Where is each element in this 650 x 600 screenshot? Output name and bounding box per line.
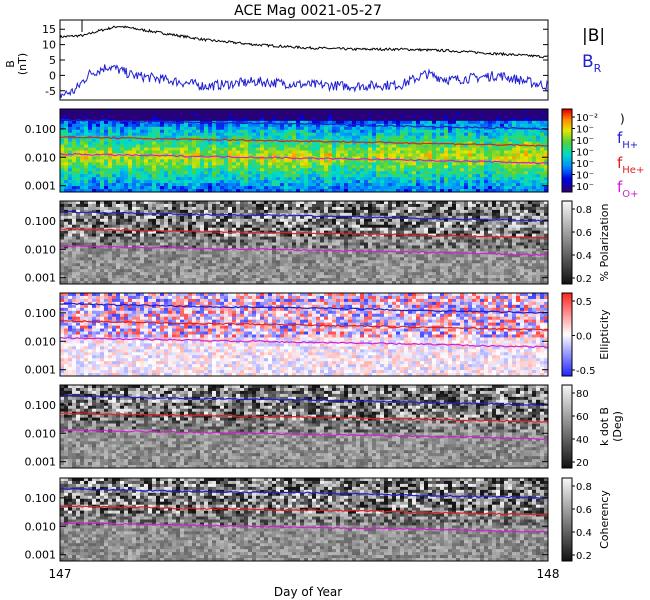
colorbar-paren: ) xyxy=(620,112,625,126)
colorbar-tick-label: 10⁻ xyxy=(576,148,594,159)
panel-polarization: 0.100 0.010 0.001 0.8 0.6 0.4 0.2 % Polarizatio… xyxy=(25,200,611,285)
series-br-line xyxy=(60,64,548,99)
freq-tick-label: 0.100 xyxy=(25,399,57,412)
colorbar-tick-label: 0.4 xyxy=(576,528,592,539)
panel-coherency-colorbar: 0.8 0.6 0.4 0.2 Coherency xyxy=(561,477,611,562)
colorbar-tick-label: 80 xyxy=(576,389,589,400)
line-panel-frame xyxy=(59,19,549,101)
colorbar-label: Ellipticity xyxy=(598,309,611,360)
panel-power-colorbar: 10⁻²10⁻10⁻10⁻10⁻10⁻10⁻) xyxy=(561,108,625,193)
panel-polarization-fhe-line xyxy=(59,227,549,240)
colorbar-label: % Polarization xyxy=(598,204,611,282)
panel-power-fo-line xyxy=(59,152,549,165)
freq-tick-label: 0.001 xyxy=(25,272,57,285)
x-tick-label: 147 xyxy=(49,567,72,581)
colorbar-tick-label: 10⁻ xyxy=(576,136,594,147)
panel-coherency-frame xyxy=(59,477,549,562)
line-panel-ytick-label: 10 xyxy=(42,39,56,52)
freq-tick-label: 0.100 xyxy=(25,215,57,228)
colorbar-tick-label: 10⁻² xyxy=(576,113,598,124)
colorbar-tick-label: 0.8 xyxy=(576,482,592,493)
panel-coherency: 0.100 0.010 0.001 0.8 0.6 0.4 0.2 Coherency xyxy=(25,477,611,562)
legend-br: BR xyxy=(582,52,602,75)
freq-tick-label: 0.001 xyxy=(25,364,57,377)
panel-power-fh-line xyxy=(59,118,549,131)
panel-polarization-frame xyxy=(59,200,549,285)
line-panel-ytick-label: -5 xyxy=(45,85,56,98)
colorbar-tick-label: 20 xyxy=(576,458,589,469)
colorbar-tick-label: 0.0 xyxy=(576,332,592,343)
colorbar-tick-label: -0.5 xyxy=(576,366,596,377)
freq-tick-label: 0.001 xyxy=(25,549,57,562)
colorbar-label: k dot B xyxy=(598,407,611,446)
line-panel-ytick-label: 0 xyxy=(49,69,56,82)
panel-kdotb-fo-line xyxy=(59,429,549,441)
colorbar-label: Coherency xyxy=(598,490,611,549)
panel-coherency-image xyxy=(60,478,549,562)
colorbar-tick-label: 10⁻ xyxy=(576,182,594,193)
colorbar-tick-label: 0.6 xyxy=(576,505,592,516)
colorbar-label-unit: (Deg) xyxy=(611,411,624,442)
freq-tick-label: 0.010 xyxy=(25,335,57,348)
panel-polarization-image xyxy=(60,201,549,285)
freq-tick-label: 0.100 xyxy=(25,123,57,136)
legend-fo: fO+ xyxy=(617,178,639,200)
colorbar-tick-label: 10⁻ xyxy=(576,171,594,182)
colorbar-tick-label: 0.8 xyxy=(576,205,592,216)
panel-polarization-fo-line xyxy=(59,245,549,257)
panel-ellipticity-fh-line xyxy=(59,302,549,314)
colorbar-tick-label: 0.5 xyxy=(576,297,592,308)
freq-tick-label: 0.100 xyxy=(25,492,57,505)
series-bmag-line xyxy=(60,25,548,59)
panel-ellipticity-frame xyxy=(59,292,549,377)
line-panel-yunit: (nT) xyxy=(16,53,29,75)
line-panel-ytick-label: 15 xyxy=(42,23,56,36)
freq-tick-label: 0.001 xyxy=(25,456,57,469)
panel-ellipticity-fo-line xyxy=(59,337,549,349)
panel-kdotb-fh-line xyxy=(59,394,549,407)
legend-fh: fH+ xyxy=(617,129,638,151)
panel-kdotb: 0.100 0.010 0.001 80 60 40 20 k dot B (Deg) xyxy=(25,384,624,469)
colorbar-tick-label: 10⁻ xyxy=(576,159,594,170)
panel-ellipticity-image xyxy=(60,293,549,377)
legend-bmag: |B| xyxy=(582,26,605,46)
chart-title: ACE Mag 0021-05-27 xyxy=(234,3,382,19)
freq-tick-label: 0.010 xyxy=(25,151,57,164)
panel-power-fhe-line xyxy=(59,135,549,147)
panel-coherency-fhe-line xyxy=(59,504,549,517)
panel-kdotb-fhe-line xyxy=(59,411,549,424)
colorbar-tick-label: 0.4 xyxy=(576,251,592,262)
panel-kdotb-frame xyxy=(59,384,549,469)
colorbar-tick-label: 0.2 xyxy=(576,551,592,562)
colorbar-tick-label: 0.2 xyxy=(576,274,592,285)
freq-tick-label: 0.100 xyxy=(25,307,57,320)
colorbar-tick-label: 40 xyxy=(576,435,589,446)
panel-kdotb-colorbar: 80 60 40 20 k dot B (Deg) xyxy=(561,384,624,469)
line-panel-ytick-label: 5 xyxy=(49,54,56,67)
panel-polarization-fh-line xyxy=(59,210,549,222)
freq-tick-label: 0.010 xyxy=(25,243,57,256)
panel-coherency-fh-line xyxy=(59,487,549,500)
panel-ellipticity-fhe-line xyxy=(59,319,549,331)
legend-fhe: fHe+ xyxy=(617,154,644,176)
x-tick-label: 148 xyxy=(537,567,560,581)
x-axis-label: Day of Year xyxy=(274,585,342,599)
freq-tick-label: 0.010 xyxy=(25,520,57,533)
colorbar-tick-label: 0.6 xyxy=(576,228,592,239)
freq-tick-label: 0.001 xyxy=(25,180,57,193)
colorbar-tick-label: 60 xyxy=(576,412,589,423)
panel-kdotb-image xyxy=(60,385,549,469)
freq-tick-label: 0.010 xyxy=(25,427,57,440)
panel-coherency-fo-line xyxy=(59,521,549,534)
panel-power-frame xyxy=(59,108,549,193)
panel-polarization-colorbar: 0.8 0.6 0.4 0.2 % Polarization xyxy=(561,200,611,285)
line-panel-ylabel: B xyxy=(4,60,17,68)
colorbar-tick-label: 10⁻ xyxy=(576,125,594,136)
line-panel: 15 10 5 0 -5 B (nT) |B| BR xyxy=(4,19,605,101)
